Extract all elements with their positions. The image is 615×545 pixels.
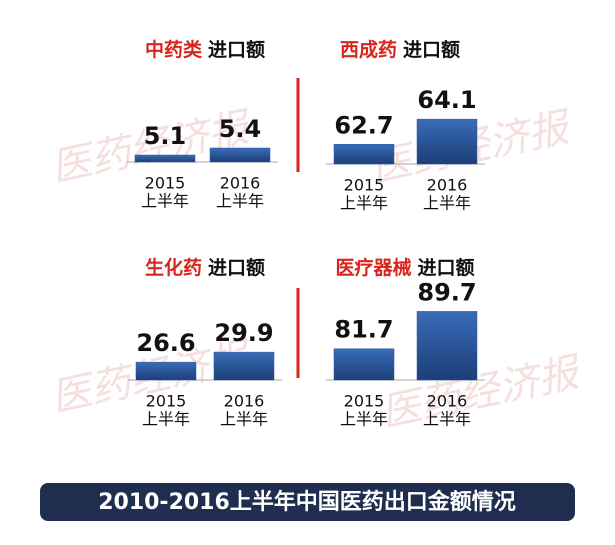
value-label: 26.6 [136,329,195,357]
category-label: 2015 [344,392,385,411]
banner-box [40,483,575,521]
category-label: 2016 [224,392,265,411]
banner-text: 2010-2016上半年中国医药出口金额情况 [98,489,516,515]
category-label: 2015 [344,176,385,195]
title-measure: 进口额 [208,38,265,61]
value-label: 89.7 [417,278,476,306]
value-label: 64.1 [417,86,476,114]
bar [134,154,196,163]
category-label: 上半年 [220,410,268,429]
bar [213,351,275,381]
title-highlight: 西成药 [340,38,397,61]
chart-title: 中药类 进口额 [145,38,265,61]
chart-title: 生化药 进口额 [145,256,265,279]
title-measure: 进口额 [418,256,475,279]
category-label: 2015 [145,174,186,193]
title-measure: 进口额 [403,38,460,61]
chart-title: 西成药 进口额 [340,38,460,61]
category-label: 上半年 [340,194,388,213]
bar [333,144,395,165]
title-measure: 进口额 [208,256,265,279]
bar [135,361,197,381]
value-label: 29.9 [214,319,273,347]
category-label: 上半年 [216,192,264,211]
category-label: 2016 [427,392,468,411]
category-label: 2015 [146,392,187,411]
chart-title: 医疗器械 进口额 [335,256,474,279]
category-label: 上半年 [142,410,190,429]
bar [333,348,395,381]
value-label: 81.7 [334,316,393,344]
bar [209,147,271,163]
title-highlight: 生化药 [145,256,202,279]
category-label: 上半年 [423,410,471,429]
category-label: 上半年 [423,194,471,213]
title-highlight: 医疗器械 [335,256,411,279]
value-label: 5.4 [219,115,262,143]
value-label: 62.7 [334,111,393,139]
category-label: 2016 [220,174,261,193]
category-label: 2016 [427,176,468,195]
title-highlight: 中药类 [145,38,202,61]
value-label: 5.1 [144,122,187,150]
category-label: 上半年 [340,410,388,429]
category-label: 上半年 [141,192,189,211]
bar [416,311,478,381]
bar [416,118,478,165]
